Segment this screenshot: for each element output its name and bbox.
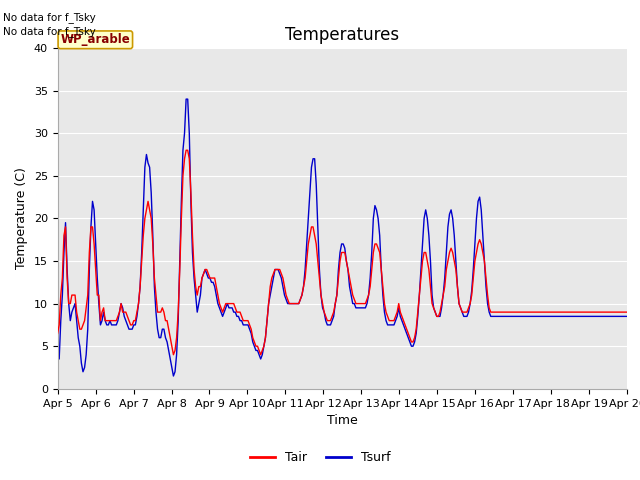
Legend: Tair, Tsurf: Tair, Tsurf bbox=[245, 446, 395, 469]
Tair bbox=[227, 300, 234, 307]
Tair bbox=[124, 313, 131, 319]
Tsurf bbox=[623, 313, 631, 319]
Tair bbox=[595, 309, 602, 315]
X-axis label: Time: Time bbox=[327, 414, 358, 427]
Tsurf bbox=[306, 190, 314, 196]
Tair bbox=[255, 348, 263, 353]
Tair bbox=[54, 331, 61, 336]
Tair bbox=[170, 352, 177, 358]
Tsurf bbox=[255, 352, 263, 358]
Line: Tair: Tair bbox=[58, 150, 627, 355]
Tsurf bbox=[182, 96, 190, 102]
Title: Temperatures: Temperatures bbox=[285, 25, 399, 44]
Tair bbox=[246, 322, 253, 328]
Line: Tsurf: Tsurf bbox=[58, 99, 627, 376]
Text: WP_arable: WP_arable bbox=[60, 33, 130, 46]
Tsurf bbox=[54, 352, 61, 358]
Tair bbox=[306, 233, 314, 239]
Tsurf bbox=[595, 313, 602, 319]
Tsurf bbox=[246, 326, 253, 332]
Text: No data for f_Tsky: No data for f_Tsky bbox=[3, 26, 96, 37]
Tair bbox=[623, 309, 631, 315]
Tsurf bbox=[124, 322, 131, 328]
Y-axis label: Temperature (C): Temperature (C) bbox=[15, 168, 28, 269]
Text: No data for f_Tsky: No data for f_Tsky bbox=[3, 12, 96, 23]
Tsurf bbox=[227, 305, 234, 311]
Tsurf bbox=[170, 373, 177, 379]
Tair bbox=[182, 147, 190, 153]
